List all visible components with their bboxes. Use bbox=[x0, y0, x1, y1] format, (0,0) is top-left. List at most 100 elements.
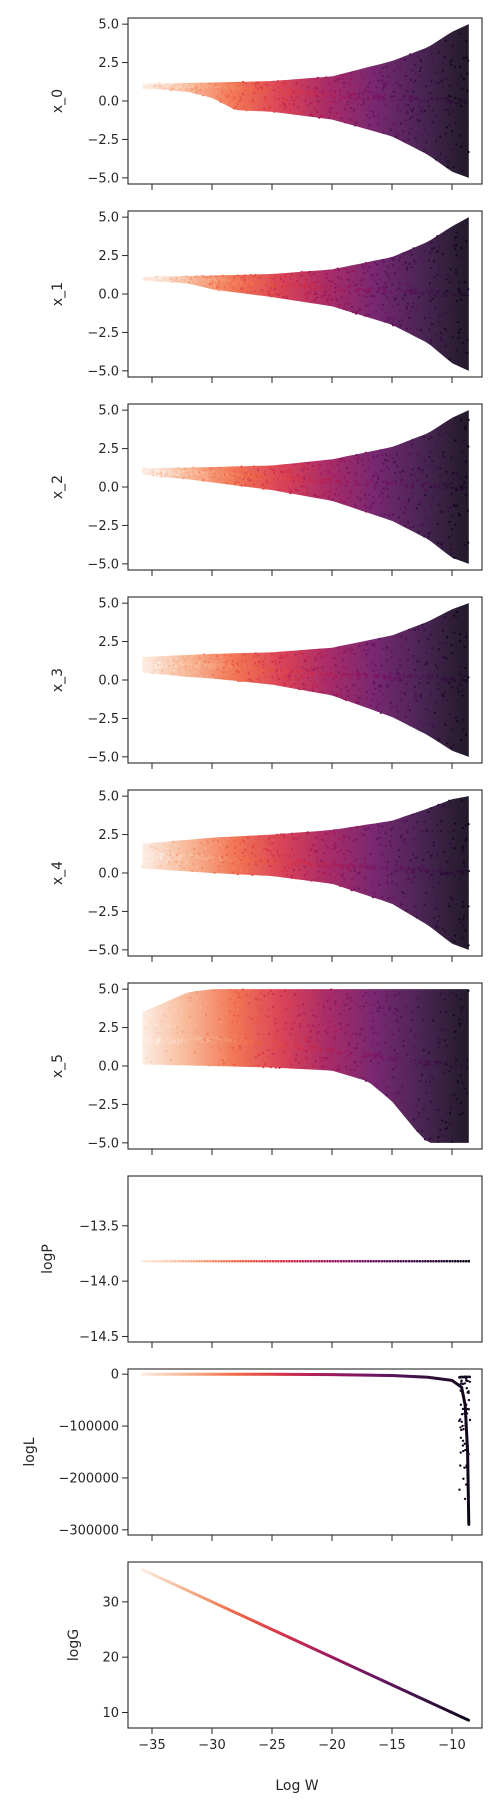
scatter-point bbox=[318, 648, 321, 651]
scatter-point bbox=[356, 1042, 359, 1045]
scatter-point bbox=[180, 1023, 183, 1026]
scatter-point bbox=[424, 85, 427, 88]
scatter-point bbox=[375, 699, 379, 702]
scatter-point bbox=[375, 108, 378, 112]
scatter-point bbox=[376, 676, 380, 679]
series-point bbox=[214, 1602, 218, 1605]
scatter-point bbox=[282, 280, 285, 283]
scatter-point bbox=[463, 679, 467, 683]
scatter-point bbox=[249, 665, 252, 668]
scatter-point bbox=[311, 689, 314, 692]
scatter-point bbox=[358, 92, 361, 95]
scatter-point bbox=[144, 1027, 147, 1030]
scatter-point bbox=[445, 126, 448, 129]
scatter-point bbox=[294, 98, 297, 101]
scatter-point bbox=[164, 1014, 167, 1017]
scatter-point bbox=[418, 256, 421, 259]
scatter-point bbox=[436, 920, 439, 923]
scatter-point bbox=[167, 469, 170, 472]
scatter-point bbox=[201, 857, 204, 860]
scatter-point bbox=[467, 418, 470, 421]
scatter-point bbox=[442, 62, 445, 65]
scatter-point bbox=[272, 1052, 275, 1055]
scatter-point bbox=[364, 991, 368, 995]
scatter-point bbox=[445, 680, 448, 683]
scatter-point bbox=[145, 852, 149, 856]
scatter-point bbox=[238, 670, 241, 674]
scatter-point bbox=[238, 1029, 241, 1033]
scatter-point bbox=[152, 856, 155, 859]
scatter-point bbox=[343, 1004, 346, 1007]
scatter-point bbox=[175, 668, 178, 671]
scatter-point bbox=[429, 1075, 432, 1078]
scatter-point bbox=[459, 328, 462, 331]
scatter-point bbox=[390, 257, 393, 260]
scatter-point bbox=[332, 678, 335, 681]
scatter-point bbox=[348, 836, 351, 840]
scatter-point bbox=[333, 693, 336, 696]
series-point bbox=[464, 1717, 468, 1721]
scatter-point bbox=[254, 83, 257, 86]
series-point bbox=[437, 1377, 441, 1380]
series-point bbox=[184, 1259, 188, 1263]
scatter-point bbox=[231, 663, 234, 667]
scatter-point bbox=[298, 1061, 301, 1064]
scatter-point bbox=[440, 677, 443, 681]
scatter-point bbox=[435, 701, 438, 704]
scatter-point bbox=[234, 858, 237, 862]
scatter-point bbox=[453, 847, 456, 850]
scatter-point bbox=[443, 616, 446, 619]
scatter-point bbox=[455, 504, 459, 507]
scatter-point bbox=[433, 246, 436, 250]
scatter-point bbox=[467, 150, 470, 154]
scatter-point bbox=[405, 268, 408, 271]
scatter-point bbox=[338, 460, 341, 463]
scatter-point bbox=[158, 1040, 161, 1043]
scatter-point bbox=[404, 867, 407, 870]
scatter-point bbox=[181, 470, 185, 473]
scatter-point bbox=[205, 1001, 208, 1004]
series-point bbox=[274, 1373, 278, 1376]
scatter-point bbox=[298, 1047, 301, 1051]
scatter-point bbox=[204, 839, 207, 842]
scatter-point bbox=[438, 1038, 442, 1041]
scatter-point bbox=[412, 81, 415, 84]
scatter-point bbox=[292, 480, 295, 483]
scatter-point bbox=[390, 124, 393, 128]
scatter-point bbox=[274, 1039, 277, 1042]
scatter-point bbox=[365, 313, 368, 316]
scatter-point bbox=[170, 88, 173, 91]
scatter-point bbox=[403, 140, 406, 143]
scatter-point bbox=[429, 1080, 432, 1083]
series-point bbox=[168, 1581, 171, 1584]
scatter-point bbox=[311, 863, 314, 867]
series-point bbox=[162, 1578, 166, 1582]
scatter-point bbox=[420, 864, 424, 867]
scatter-point bbox=[273, 869, 276, 872]
scatter-point bbox=[311, 1049, 315, 1052]
scatter-point bbox=[165, 471, 169, 475]
scatter-point bbox=[217, 285, 220, 288]
series-point bbox=[356, 1373, 359, 1377]
scatter-point bbox=[145, 1056, 148, 1059]
scatter-point bbox=[258, 86, 261, 89]
scatter-point bbox=[232, 1025, 235, 1028]
scatter-point bbox=[317, 1002, 320, 1005]
scatter-point bbox=[358, 95, 361, 98]
scatter-point bbox=[177, 1042, 180, 1045]
scatter-point bbox=[441, 546, 444, 549]
scatter-point bbox=[290, 96, 293, 99]
scatter-point bbox=[204, 474, 207, 477]
scatter-point bbox=[248, 90, 251, 93]
scatter-point bbox=[398, 67, 402, 70]
scatter-point bbox=[208, 82, 211, 85]
scatter-point bbox=[455, 231, 458, 234]
scatter-point bbox=[359, 1060, 362, 1063]
scatter-point bbox=[212, 667, 215, 670]
scatter-point bbox=[246, 1043, 249, 1046]
scatter-point bbox=[326, 864, 330, 867]
scatter-point bbox=[343, 1009, 346, 1012]
scatter-point bbox=[361, 994, 364, 998]
scatter-point bbox=[410, 492, 413, 495]
y-tick-label: 5.0 bbox=[98, 18, 119, 33]
